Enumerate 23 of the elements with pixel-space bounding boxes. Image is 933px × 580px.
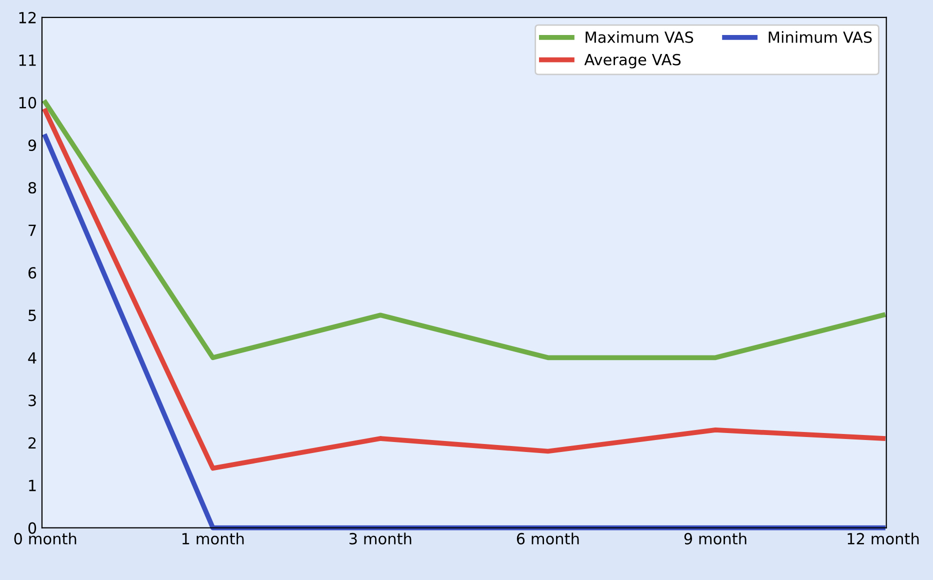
legend-label: Average VAS xyxy=(584,54,681,68)
y-tick-label: 12 xyxy=(19,12,36,24)
y-tick-label: 6 xyxy=(28,267,36,279)
x-tick-label: 3 month xyxy=(349,532,412,544)
x-tick-label: 6 month xyxy=(516,532,579,544)
y-tick-label: 4 xyxy=(28,352,36,364)
y-tick-label: 1 xyxy=(29,480,36,492)
line-series xyxy=(42,108,886,471)
y-tick-label: 8 xyxy=(28,182,36,194)
y-tick-label: 5 xyxy=(28,310,36,322)
y-tick-label: 9 xyxy=(28,139,36,152)
legend-label: Maximum VAS xyxy=(586,31,694,43)
x-tick-label: 9 month xyxy=(684,532,746,544)
y-tick-label: 0 xyxy=(28,522,36,534)
x-tick-label: 1 month xyxy=(182,532,244,544)
y-tick-label: 2 xyxy=(28,437,36,449)
x-tick-label: 12 month xyxy=(848,532,919,544)
x-tick-label: 0 month xyxy=(14,532,76,544)
y-tick-label: 10 xyxy=(19,96,36,108)
y-tick-label: 7 xyxy=(28,224,36,236)
y-tick-label: 3 xyxy=(28,394,36,406)
legend-label: Minimum VAS xyxy=(768,31,872,43)
y-tick-label: 11 xyxy=(19,54,36,66)
